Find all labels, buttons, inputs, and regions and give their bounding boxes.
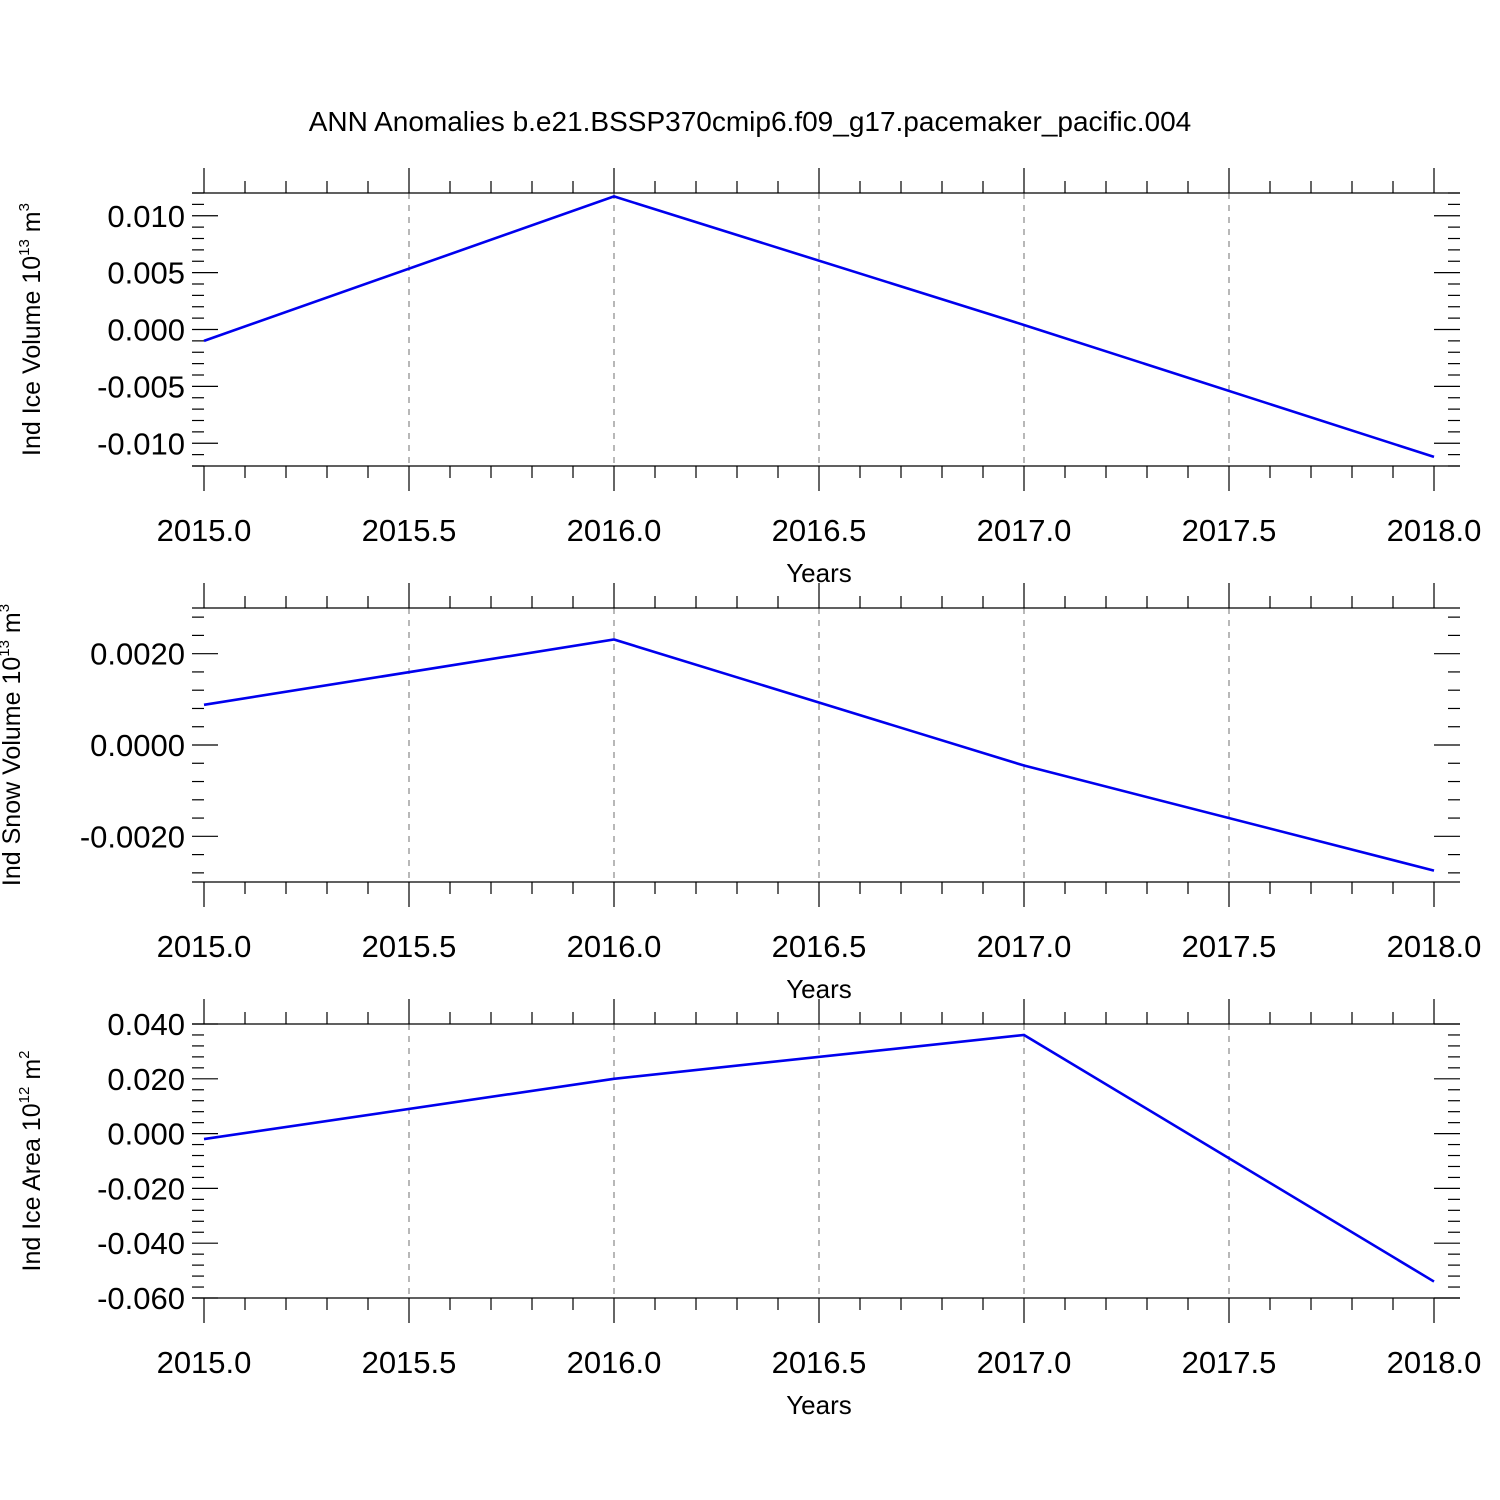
x-tick-label: 2017.5	[1182, 513, 1277, 548]
x-tick-label: 2018.0	[1387, 1345, 1482, 1380]
y-label-unit-exponent: 3	[16, 203, 33, 211]
x-tick-label: 2016.5	[772, 513, 867, 548]
y-tick-label: -0.020	[97, 1171, 185, 1206]
chart-panel-3: 2015.0 2015.5 2016.0 2016.5 2017.0 2017.5 2018…	[16, 999, 1481, 1420]
y-tick-label: -0.005	[97, 369, 185, 404]
y-tick-label: -0.060	[97, 1281, 185, 1316]
x-axis-label: Years	[786, 1390, 852, 1420]
y-tick-label: 0.000	[107, 1117, 185, 1152]
x-tick-label: 2016.5	[772, 1345, 867, 1380]
y-label-exponent: 13	[0, 640, 13, 657]
y-tick-label: 0.020	[107, 1062, 185, 1097]
x-tick-label: 2015.5	[362, 1345, 457, 1380]
y-label-exponent: 13	[16, 239, 33, 256]
x-tick-label: 2017.0	[977, 513, 1072, 548]
figure-title: ANN Anomalies b.e21.BSSP370cmip6.f09_g17…	[309, 106, 1192, 137]
panels: 2015.0 2015.5 2016.0 2016.5 2017.0 2017.5 2018…	[0, 168, 1481, 1420]
y-axis-label: Ind Ice Volume 1013 m3	[16, 203, 46, 456]
x-tick-label: 2015.0	[157, 929, 252, 964]
x-tick-label: 2018.0	[1387, 929, 1482, 964]
x-tick-label: 2015.0	[157, 1345, 252, 1380]
series-line	[203, 195, 1435, 459]
y-axis-label: Ind Ice Area 1012 m2	[16, 1051, 46, 1272]
chart-panel-1: 2015.0 2015.5 2016.0 2016.5 2017.0 2017.5 2018…	[16, 168, 1481, 588]
y-label-text: Ind Ice Area 10	[18, 1103, 46, 1271]
y-tick-label: -0.040	[97, 1226, 185, 1261]
y-tick-label: 0.000	[107, 313, 185, 348]
x-tick-label: 2016.0	[567, 1345, 662, 1380]
x-tick-label: 2015.0	[157, 513, 252, 548]
y-tick-label: 0.0020	[90, 637, 185, 672]
x-tick-label: 2018.0	[1387, 513, 1482, 548]
x-tick-label: 2016.0	[567, 929, 662, 964]
y-tick-label: 0.0000	[90, 728, 185, 763]
y-tick-label: -0.0020	[80, 819, 185, 854]
x-tick-label: 2015.5	[362, 929, 457, 964]
x-tick-label: 2016.5	[772, 929, 867, 964]
y-tick-label: -0.010	[97, 426, 185, 461]
y-tick-label: 0.010	[107, 199, 185, 234]
y-label-exponent: 12	[16, 1087, 33, 1104]
y-label-text: Ind Snow Volume 10	[0, 657, 26, 886]
x-tick-label: 2017.0	[977, 929, 1072, 964]
series-line	[203, 638, 1435, 872]
y-label-unit-exponent: 2	[16, 1051, 33, 1059]
y-label-unit: m	[0, 612, 26, 640]
y-tick-label: 0.040	[107, 1007, 185, 1042]
y-label-unit: m	[18, 211, 46, 239]
chart-panel-2: 2015.0 2015.5 2016.0 2016.5 2017.0 2017.5 2018…	[0, 583, 1481, 1004]
y-tick-label: 0.005	[107, 256, 185, 291]
y-label-unit: m	[18, 1059, 46, 1087]
x-tick-label: 2017.5	[1182, 929, 1277, 964]
x-tick-label: 2017.5	[1182, 1345, 1277, 1380]
x-tick-label: 2016.0	[567, 513, 662, 548]
y-label-text: Ind Ice Volume 10	[18, 256, 46, 456]
series-line	[203, 1033, 1435, 1283]
y-label-unit-exponent: 3	[0, 604, 13, 612]
y-axis-label: Ind Snow Volume 1013 m3	[0, 604, 26, 886]
x-tick-label: 2015.5	[362, 513, 457, 548]
x-tick-label: 2017.0	[977, 1345, 1072, 1380]
